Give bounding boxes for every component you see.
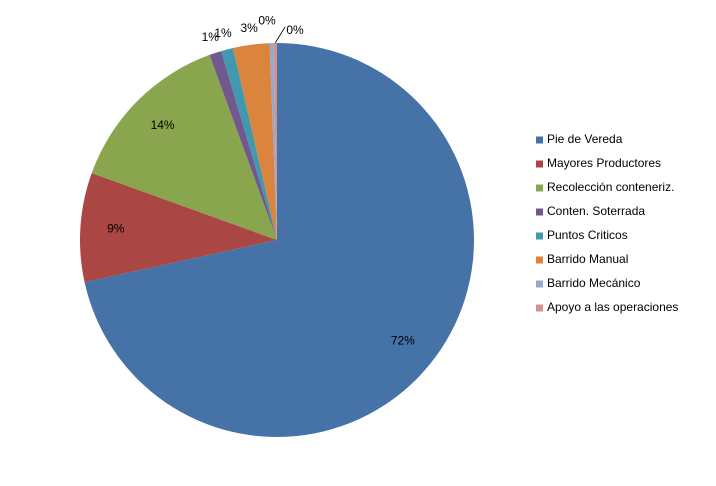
pie-slice [84,43,474,437]
legend-label: Apoyo a las operaciones [547,300,678,314]
legend-label: Mayores Productores [547,156,661,170]
legend-swatch [536,184,543,192]
legend-swatch [536,232,543,240]
legend-label: Recolección conteneriz. [547,180,674,194]
pie-slice [91,54,278,241]
leader-line [274,26,286,44]
legend-label: Barrido Manual [547,252,628,266]
legend-label: Conten. Soterrada [547,204,645,218]
legend-swatch [536,280,543,288]
data-label: 9% [107,222,125,236]
pie-slice [233,43,277,241]
data-label: 14% [151,118,175,132]
pie-slice [269,43,277,241]
data-label: 3% [240,21,258,35]
legend-swatch [536,304,543,312]
data-label: 72% [391,333,415,347]
data-label: 1% [202,30,220,44]
pie-slice [80,173,278,283]
pie-slice [221,47,277,241]
pie-slice [209,51,277,240]
legend-label: Pie de Vereda [547,132,623,146]
data-label: 1% [214,26,232,40]
data-label: 0% [286,23,304,37]
data-label: 0% [258,13,276,27]
legend-label: Barrido Mecánico [547,276,641,290]
pie-slice [273,43,277,240]
legend-swatch [536,256,543,264]
legend-swatch [536,208,543,216]
legend-label: Puntos Criticos [547,228,628,242]
legend-swatch [536,160,543,168]
legend-swatch [536,136,543,144]
